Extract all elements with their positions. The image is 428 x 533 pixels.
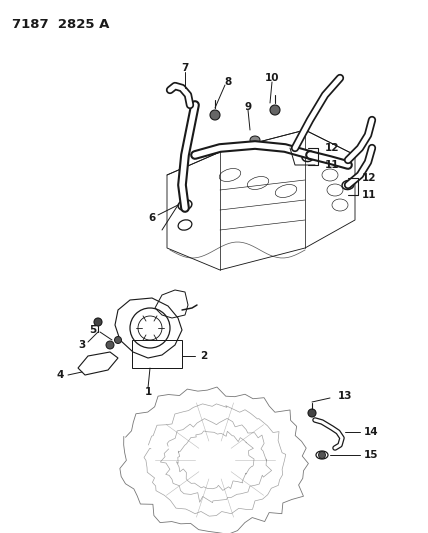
Circle shape — [106, 341, 114, 349]
Text: 8: 8 — [224, 77, 232, 87]
Circle shape — [308, 409, 316, 417]
Text: 5: 5 — [89, 325, 96, 335]
Text: 10: 10 — [265, 73, 279, 83]
Text: 7: 7 — [181, 63, 189, 73]
Circle shape — [270, 105, 280, 115]
Text: 9: 9 — [244, 102, 252, 112]
Ellipse shape — [250, 136, 260, 144]
Text: 7187  2825 A: 7187 2825 A — [12, 18, 110, 31]
Circle shape — [94, 318, 102, 326]
Circle shape — [318, 451, 326, 458]
Text: 11: 11 — [325, 160, 339, 170]
Text: 3: 3 — [79, 340, 86, 350]
Text: 12: 12 — [362, 173, 377, 183]
Text: 1: 1 — [144, 387, 152, 397]
Text: 2: 2 — [200, 351, 207, 361]
Circle shape — [115, 336, 122, 343]
Text: 14: 14 — [364, 427, 379, 437]
Text: 4: 4 — [56, 370, 64, 380]
Text: 13: 13 — [338, 391, 353, 401]
Circle shape — [210, 110, 220, 120]
Bar — [132, 340, 182, 368]
Text: 15: 15 — [364, 450, 378, 460]
Text: 6: 6 — [149, 213, 156, 223]
Text: 11: 11 — [362, 190, 377, 200]
Text: 12: 12 — [325, 143, 339, 153]
